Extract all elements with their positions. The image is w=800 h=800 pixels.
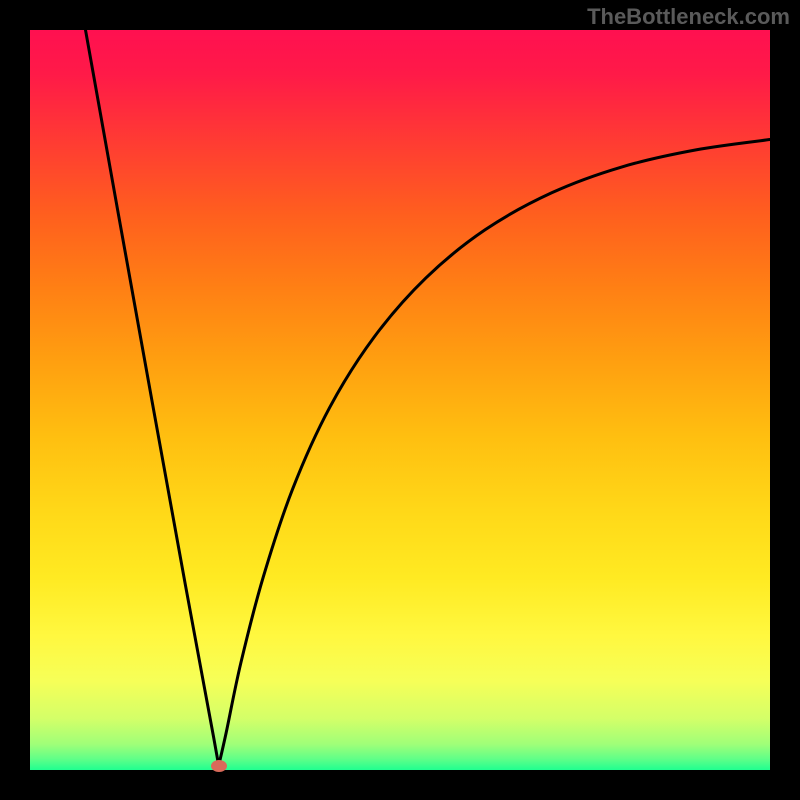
plot-area — [30, 30, 770, 770]
bottleneck-curve — [86, 30, 771, 766]
curve-svg — [30, 30, 770, 770]
chart-container: TheBottleneck.com — [0, 0, 800, 800]
vertex-marker — [211, 760, 227, 772]
watermark-text: TheBottleneck.com — [587, 4, 790, 30]
